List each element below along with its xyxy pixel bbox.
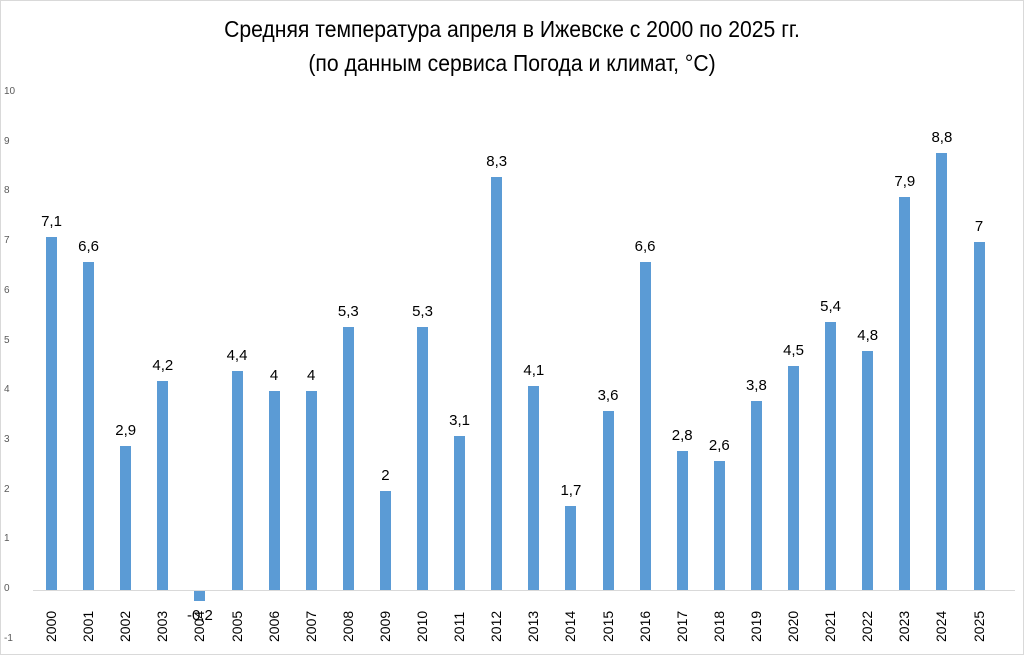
data-label: 8,3 xyxy=(486,153,508,171)
data-label: 5,3 xyxy=(412,302,433,320)
data-label: 5,4 xyxy=(820,297,842,315)
data-label: -0,2 xyxy=(186,607,213,624)
x-tick-label: 2001 xyxy=(80,610,97,642)
x-tick-label: 2025 xyxy=(970,610,987,642)
bar-2017 xyxy=(676,450,688,590)
x-tick-label: 2007 xyxy=(302,610,319,642)
data-label: 7,9 xyxy=(894,173,916,191)
bar-2006 xyxy=(268,391,280,590)
x-tick-label: 2000 xyxy=(43,610,59,642)
data-label: 1,7 xyxy=(560,481,582,499)
x-tick-label: 2022 xyxy=(859,610,876,642)
x-tick-label: 2011 xyxy=(451,611,468,642)
data-label: 6,6 xyxy=(78,237,100,255)
bar-2019 xyxy=(750,401,762,590)
bar-2020 xyxy=(788,366,799,590)
chart-subtitle: (по данным сервиса Погода и климат, °C) xyxy=(308,50,716,76)
bar-2008 xyxy=(342,326,354,590)
bar-2018 xyxy=(713,460,725,590)
data-label: 4 xyxy=(269,367,279,385)
data-label: 2,9 xyxy=(115,421,137,439)
bar-2010 xyxy=(417,326,428,590)
y-tick-label: 0 xyxy=(4,583,10,594)
data-label: 3,1 xyxy=(449,411,471,429)
data-label: 4,2 xyxy=(152,357,174,375)
y-tick-label: -1 xyxy=(4,632,13,644)
bar-2001 xyxy=(83,261,95,590)
bar-2025 xyxy=(973,242,985,590)
x-tick-label: 2010 xyxy=(414,610,430,642)
data-label: 8,8 xyxy=(931,128,953,146)
y-tick-label: 5 xyxy=(4,334,10,346)
data-label: 3,6 xyxy=(597,387,619,405)
bar-2012 xyxy=(491,177,503,590)
x-tick-label: 2016 xyxy=(636,610,653,642)
data-label: 4,8 xyxy=(857,327,879,345)
x-tick-label: 2023 xyxy=(896,610,913,642)
x-tick-label: 2012 xyxy=(488,610,505,642)
bar-2011 xyxy=(454,435,466,590)
x-tick-label: 2024 xyxy=(933,610,950,642)
bar-2007 xyxy=(305,391,317,590)
bar-2016 xyxy=(639,261,651,590)
bar-2000 xyxy=(46,237,57,590)
bar-2004 xyxy=(194,591,206,601)
y-tick-label: 4 xyxy=(4,384,10,396)
x-axis-line xyxy=(33,590,1015,591)
bar-2015 xyxy=(602,411,614,590)
x-tick-label: 2006 xyxy=(265,610,282,642)
data-label: 3,8 xyxy=(745,377,767,395)
y-tick-label: 10 xyxy=(4,86,16,97)
x-tick-label: 2019 xyxy=(747,610,764,642)
y-tick-label: 9 xyxy=(4,135,10,147)
data-label: 4,4 xyxy=(226,347,248,365)
x-tick-label: 2008 xyxy=(339,610,356,642)
y-tick-label: 8 xyxy=(4,185,10,197)
chart-title: Средняя температура апреля в Ижевске с 2… xyxy=(41,12,983,80)
bar-2003 xyxy=(157,381,169,590)
data-label: 7,1 xyxy=(41,213,62,231)
data-label: 4 xyxy=(307,367,316,385)
bar-2023 xyxy=(899,197,911,590)
bar-2021 xyxy=(825,321,837,590)
y-tick-label: 1 xyxy=(4,533,10,545)
bar-2009 xyxy=(379,490,391,590)
y-tick-label: 7 xyxy=(4,235,10,247)
bar-2002 xyxy=(120,445,132,590)
x-tick-label: 2002 xyxy=(117,610,134,642)
x-tick-label: 2003 xyxy=(154,610,171,642)
data-label: 2 xyxy=(381,466,390,484)
x-tick-label: 2013 xyxy=(525,610,542,642)
x-tick-label: 2021 xyxy=(822,610,839,642)
data-label: 4,5 xyxy=(783,342,804,360)
data-label: 5,3 xyxy=(337,302,359,320)
x-tick-label: 2005 xyxy=(228,610,245,642)
x-tick-label: 2020 xyxy=(785,610,801,642)
data-label: 7 xyxy=(974,218,984,236)
x-tick-label: 2009 xyxy=(376,610,393,642)
x-tick-label: 2004 xyxy=(191,610,208,642)
data-label: 2,8 xyxy=(671,426,693,444)
chart-title-line1: Средняя температура апреля в Ижевске с 2… xyxy=(224,16,800,42)
data-label: 4,1 xyxy=(523,362,545,380)
bar-2014 xyxy=(565,505,577,590)
y-tick-label: 2 xyxy=(4,483,10,495)
bar-2013 xyxy=(528,386,540,590)
bar-2022 xyxy=(862,351,874,590)
x-tick-label: 2014 xyxy=(562,610,579,642)
y-tick-label: 3 xyxy=(4,433,10,445)
bar-2024 xyxy=(936,152,948,590)
x-tick-label: 2015 xyxy=(599,610,616,642)
x-tick-label: 2018 xyxy=(710,610,727,642)
data-label: 2,6 xyxy=(708,436,730,454)
bar-2005 xyxy=(231,371,243,590)
x-tick-label: 2017 xyxy=(673,610,690,642)
data-label: 6,6 xyxy=(634,237,656,255)
y-tick-label: 6 xyxy=(4,284,10,296)
